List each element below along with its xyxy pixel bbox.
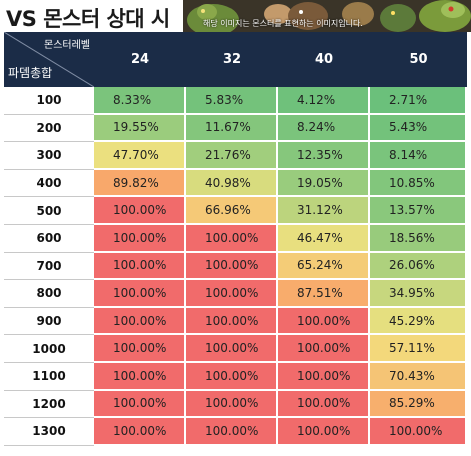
table-cell: 100.00% <box>186 252 278 281</box>
total-damage-label: 파뎀총합 <box>8 66 53 80</box>
row-header: 1100 <box>4 363 94 391</box>
table-cell: 100.00% <box>94 197 186 225</box>
table-cell: 8.14% <box>370 142 467 170</box>
table-cell: 57.11% <box>370 335 467 363</box>
table-cell: 46.47% <box>278 225 370 253</box>
table-cell: 8.33% <box>94 87 186 115</box>
table-cell: 13.57% <box>370 197 467 225</box>
row-header: 500 <box>4 197 94 225</box>
monster-banner-image: 해당 이미지는 몬스터를 표현하는 이미지입니다. <box>183 0 471 32</box>
table-cell: 26.06% <box>370 252 467 281</box>
monster-illustration-icon <box>183 0 471 32</box>
table-cell: 12.35% <box>278 142 370 170</box>
row-header: 600 <box>4 225 94 253</box>
title-bar: VS 몬스터 상대 시 해당 이미지는 몬스터를 표현하는 이미지입니다. <box>0 0 471 32</box>
table-cell: 100.00% <box>94 363 186 391</box>
table-cell: 47.70% <box>94 142 186 170</box>
table-cell: 40.98% <box>186 169 278 198</box>
table-cell: 8.24% <box>278 114 370 143</box>
row-header: 900 <box>4 307 94 336</box>
table-cell: 100.00% <box>186 225 278 253</box>
column-header: 50 <box>370 32 467 87</box>
table-cell: 100.00% <box>94 280 186 308</box>
table-cell: 5.43% <box>370 114 467 143</box>
column-header: 24 <box>94 32 186 87</box>
row-header: 1300 <box>4 418 94 446</box>
table-cell: 66.96% <box>186 197 278 225</box>
table-cell: 87.51% <box>278 280 370 308</box>
damage-probability-table: 몬스터레벨 파뎀총합 24 32 40 50 100 8.33% 5.83% 4.12% 2.… <box>4 32 471 456</box>
table-cell: 19.55% <box>94 114 186 143</box>
table-cell: 100.00% <box>94 252 186 281</box>
row-header: 300 <box>4 142 94 170</box>
table-cell: 85.29% <box>370 390 467 419</box>
row-header: 400 <box>4 169 94 198</box>
table-cell: 21.76% <box>186 142 278 170</box>
table-cell: 100.00% <box>186 418 278 446</box>
table-cell: 100.00% <box>186 307 278 336</box>
table-cell: 2.71% <box>370 87 467 115</box>
table-corner-header: 몬스터레벨 파뎀총합 <box>4 32 94 87</box>
table-cell: 45.29% <box>370 307 467 336</box>
table-cell: 100.00% <box>278 363 370 391</box>
table-cell: 100.00% <box>278 390 370 419</box>
table-cell: 18.56% <box>370 225 467 253</box>
row-header: 800 <box>4 280 94 308</box>
table-cell: 34.95% <box>370 280 467 308</box>
table-cell: 100.00% <box>278 335 370 363</box>
table-cell: 65.24% <box>278 252 370 281</box>
table-cell: 100.00% <box>278 418 370 446</box>
banner-caption: 해당 이미지는 몬스터를 표현하는 이미지입니다. <box>203 19 363 28</box>
column-header: 40 <box>278 32 370 87</box>
table-cell: 70.43% <box>370 363 467 391</box>
row-header: 200 <box>4 114 94 143</box>
row-header: 700 <box>4 252 94 281</box>
column-header: 32 <box>186 32 278 87</box>
table-cell: 100.00% <box>186 363 278 391</box>
table-cell: 100.00% <box>94 390 186 419</box>
table-cell: 100.00% <box>186 390 278 419</box>
page-title: VS 몬스터 상대 시 <box>6 7 170 31</box>
table-cell: 10.85% <box>370 169 467 198</box>
corner-diagonal-line <box>4 32 94 87</box>
row-header: 1200 <box>4 390 94 419</box>
table-cell: 100.00% <box>94 225 186 253</box>
table-cell: 100.00% <box>370 418 467 446</box>
table-cell: 4.12% <box>278 87 370 115</box>
row-header: 100 <box>4 87 94 115</box>
table-cell: 100.00% <box>278 307 370 336</box>
table-cell: 100.00% <box>186 280 278 308</box>
table-cell: 100.00% <box>186 335 278 363</box>
table-cell: 100.00% <box>94 418 186 446</box>
monster-level-label: 몬스터레벨 <box>44 40 90 51</box>
table-cell: 5.83% <box>186 87 278 115</box>
row-header: 1000 <box>4 335 94 363</box>
table-cell: 100.00% <box>94 335 186 363</box>
table-cell: 89.82% <box>94 169 186 198</box>
table-cell: 100.00% <box>94 307 186 336</box>
table-cell: 19.05% <box>278 169 370 198</box>
table-cell: 11.67% <box>186 114 278 143</box>
table-cell: 31.12% <box>278 197 370 225</box>
